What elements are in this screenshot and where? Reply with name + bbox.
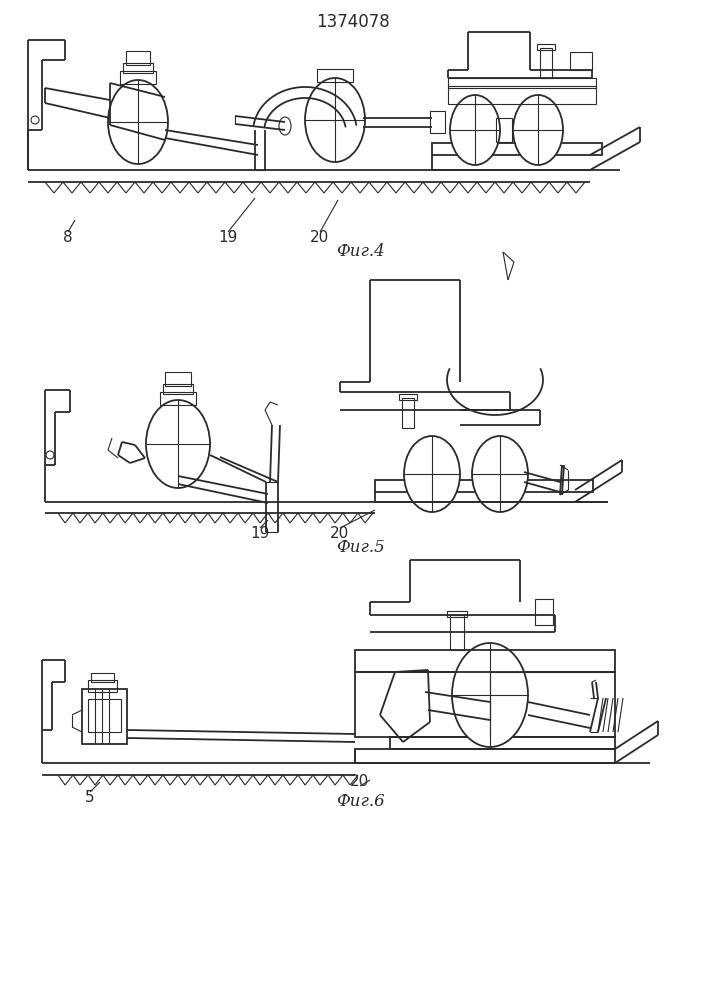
Bar: [450, 615, 464, 650]
Ellipse shape: [146, 400, 210, 488]
Text: 8: 8: [63, 231, 73, 245]
Bar: [317, 69, 353, 82]
Text: 20: 20: [330, 526, 350, 542]
Bar: [448, 78, 596, 88]
Bar: [402, 398, 414, 428]
Text: 19: 19: [218, 231, 238, 245]
Text: 5: 5: [85, 790, 95, 804]
Bar: [355, 749, 615, 763]
Bar: [570, 52, 592, 70]
Bar: [448, 86, 596, 104]
Bar: [496, 118, 512, 142]
Bar: [160, 392, 196, 405]
Ellipse shape: [279, 117, 291, 135]
Text: 1374078: 1374078: [316, 13, 390, 31]
Bar: [375, 480, 593, 492]
Bar: [120, 71, 156, 84]
Text: 19: 19: [250, 526, 269, 542]
Bar: [355, 650, 615, 672]
Ellipse shape: [513, 95, 563, 165]
Text: Фиг.5: Фиг.5: [336, 540, 385, 556]
Ellipse shape: [452, 643, 528, 747]
Bar: [432, 143, 602, 155]
Bar: [399, 394, 417, 400]
Ellipse shape: [108, 80, 168, 164]
Bar: [447, 611, 467, 617]
Text: Фиг.4: Фиг.4: [336, 243, 385, 260]
Ellipse shape: [472, 436, 528, 512]
Ellipse shape: [450, 95, 500, 165]
Bar: [390, 737, 615, 749]
Bar: [126, 51, 150, 65]
Bar: [163, 384, 193, 394]
Text: 20: 20: [351, 774, 370, 788]
Bar: [537, 44, 555, 50]
Bar: [123, 63, 153, 73]
Bar: [355, 672, 615, 737]
Ellipse shape: [404, 436, 460, 512]
Bar: [82, 689, 127, 744]
Bar: [88, 680, 117, 692]
Ellipse shape: [305, 78, 365, 162]
Bar: [91, 673, 114, 682]
Bar: [430, 111, 445, 133]
Text: Фиг.6: Фиг.6: [336, 794, 385, 810]
Text: 20: 20: [310, 231, 329, 245]
Bar: [88, 699, 121, 732]
Bar: [165, 372, 191, 386]
Bar: [540, 48, 552, 78]
Bar: [535, 599, 553, 625]
